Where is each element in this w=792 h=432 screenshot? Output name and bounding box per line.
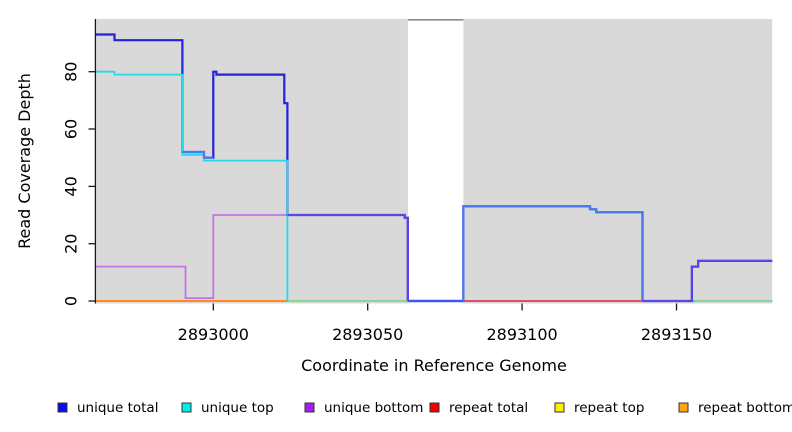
y-axis-title: Read Coverage Depth xyxy=(15,73,34,249)
x-tick-label: 2893050 xyxy=(332,325,403,344)
y-tick-label: 80 xyxy=(62,62,81,82)
overlap-violet-30 xyxy=(287,214,409,301)
x-tick-label: 2893100 xyxy=(486,325,557,344)
x-tick-label: 2893150 xyxy=(641,325,712,344)
legend-swatch-unique-top xyxy=(181,402,192,413)
overlap-bright-blue-33 xyxy=(462,205,644,301)
legend-swatch-unique-total xyxy=(57,402,68,413)
legend-swatch-repeat-total xyxy=(429,402,440,413)
y-tick-label: 20 xyxy=(62,234,81,254)
legend-label-unique-bottom: unique bottom xyxy=(324,400,423,416)
y-tick-label: 60 xyxy=(62,119,81,139)
legend-label-repeat-top: repeat top xyxy=(574,400,644,416)
x-axis-title: Coordinate in Reference Genome xyxy=(301,356,567,375)
legend-swatch-repeat-bottom xyxy=(678,402,689,413)
y-tick-label: 0 xyxy=(62,296,81,306)
legend-label-unique-top: unique top xyxy=(201,400,274,416)
legend-label-unique-total: unique total xyxy=(77,400,158,416)
overlap-bright-blue-52 xyxy=(182,151,214,159)
overlap-violet-right xyxy=(642,259,773,302)
legend-swatch-unique-bottom xyxy=(304,402,315,413)
legend-swatch-repeat-top xyxy=(554,402,565,413)
x-tick-label: 2893000 xyxy=(178,325,249,344)
shaded-region xyxy=(463,19,773,304)
y-tick-label: 40 xyxy=(62,176,81,196)
legend-label-repeat-total: repeat total xyxy=(449,400,528,416)
legend-label-repeat-bottom: repeat bottom xyxy=(698,400,792,416)
